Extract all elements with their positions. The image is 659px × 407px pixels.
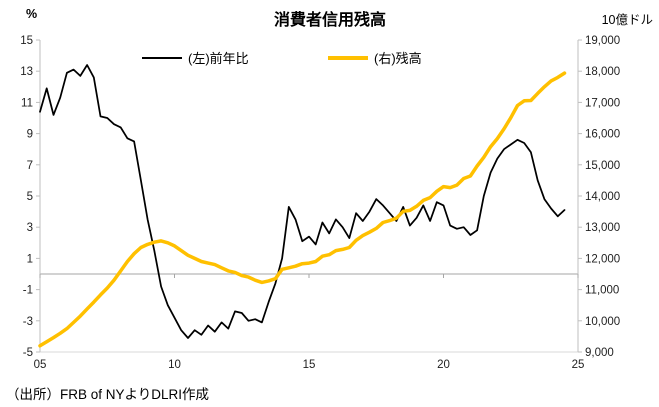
left-axis-tick-label: -1 [23,285,33,297]
right-axis-tick-label: 11,000 [585,285,619,297]
x-axis-tick-label: 15 [303,359,316,371]
right-axis-tick-label: 17,000 [585,97,620,109]
left-axis-tick-label: -3 [23,316,33,328]
right-axis-tick-label: 12,000 [585,253,620,265]
right-axis-unit-label: 10億ドル [601,13,653,27]
left-axis-tick-label: 11 [21,97,33,109]
yoy-line-swatch [142,56,182,59]
x-axis-tick-label: 10 [168,359,181,371]
left-axis-tick-label: -5 [23,347,33,359]
legend-item-balance: (右)残高 [328,48,422,67]
left-axis-tick-label: 7 [27,160,33,172]
left-axis-tick-label: 13 [20,66,33,78]
left-axis-tick-label: 15 [20,35,33,47]
legend-item-yoy: (左)前年比 [142,48,249,67]
right-axis-tick-label: 16,000 [585,129,620,141]
legend-label-yoy: (左)前年比 [188,51,249,66]
left-axis-unit-label: % [26,7,38,21]
left-axis-tick-label: 3 [27,222,33,234]
left-axis-tick-label: 9 [27,129,33,141]
balance-line-series [38,71,567,348]
x-axis-tick-label: 20 [437,359,450,371]
right-axis-tick-label: 13,000 [585,222,620,234]
right-axis-tick-label: 19,000 [585,35,620,47]
x-axis-tick-label: 25 [572,359,585,371]
x-axis-tick-label: 05 [34,359,47,371]
chart-title: 消費者信用残高 [273,12,386,29]
right-axis-tick-label: 9,000 [585,347,614,359]
right-axis-tick-label: 15,000 [585,160,620,172]
left-axis-tick-label: 1 [27,253,33,265]
yoy-line-series [39,64,566,339]
right-axis-tick-label: 14,000 [585,191,620,203]
right-axis-tick-label: 18,000 [585,66,620,78]
source-note: （出所）FRB of NYよりDLRI作成 [6,387,210,402]
balance-line-swatch [328,55,368,60]
legend-label-balance: (右)残高 [374,51,422,66]
left-axis-tick-label: 5 [27,191,33,203]
right-axis-tick-label: 10,000 [585,316,620,328]
